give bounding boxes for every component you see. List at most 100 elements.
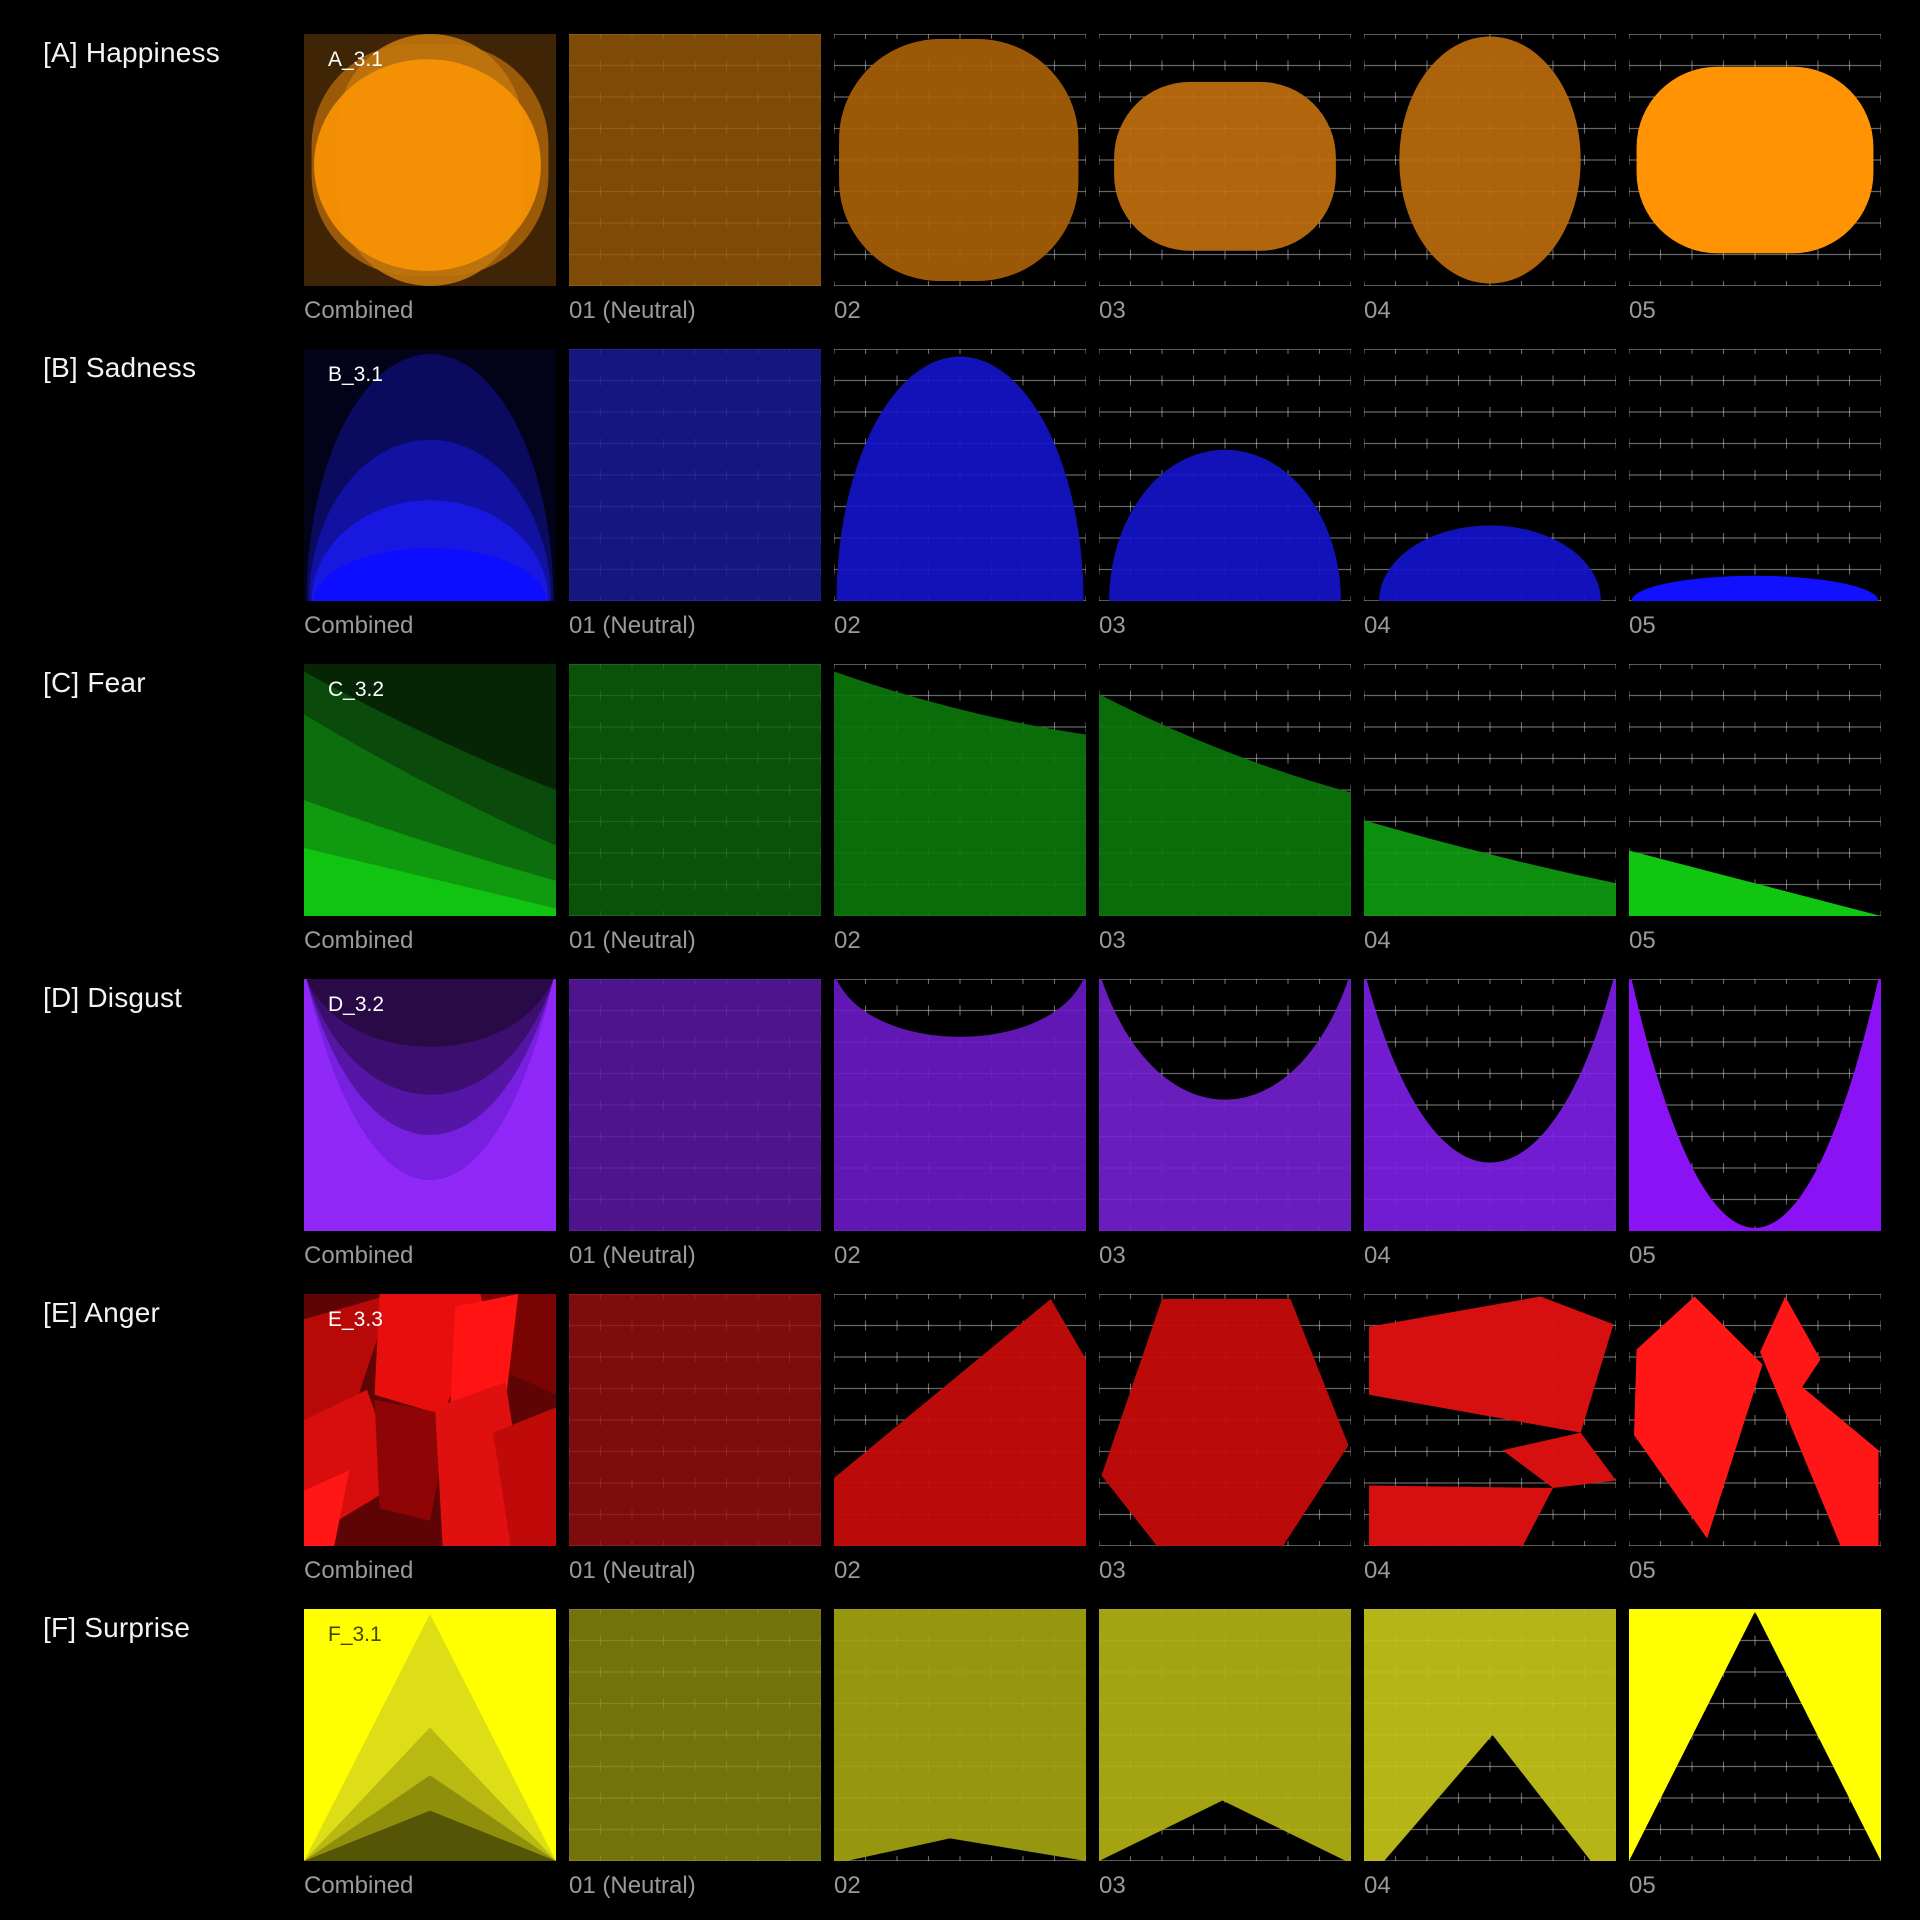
plot-svg [1629, 979, 1881, 1231]
column-caption: 03 [1099, 297, 1126, 324]
column-caption: Combined [304, 927, 414, 954]
plot-svg [569, 1609, 821, 1861]
column-caption: 02 [834, 1872, 861, 1899]
shape [1399, 36, 1581, 284]
column-caption: 04 [1364, 927, 1391, 954]
cell-c-04 [1364, 664, 1616, 916]
column-caption: Combined [304, 1872, 414, 1899]
plot-svg [569, 664, 821, 916]
plot-svg [1099, 979, 1351, 1231]
column-caption: 05 [1629, 297, 1656, 324]
shape [1629, 979, 1881, 1231]
plot-svg [569, 34, 821, 286]
plot-svg [1629, 34, 1881, 286]
cell-e-02 [834, 1294, 1086, 1546]
plot-svg [834, 1609, 1086, 1861]
variant-shape-layer [834, 979, 1086, 1231]
variant-shape-layer [1099, 694, 1351, 916]
cell-d-03 [1099, 979, 1351, 1231]
variant-shape-layer [834, 1609, 1086, 1861]
cell-e-03 [1099, 1294, 1351, 1546]
shape [314, 548, 546, 601]
shape [304, 847, 556, 916]
column-caption: 04 [1364, 612, 1391, 639]
shape [834, 1609, 1086, 1861]
cell-c-combined: C_3.2 [304, 664, 556, 916]
combined-shape-layer [304, 671, 556, 916]
variant-shape-layer [1399, 36, 1581, 284]
cell-b-combined: B_3.1 [304, 349, 556, 601]
plot-svg [1629, 1294, 1881, 1546]
cell-code-label: F_3.1 [328, 1623, 382, 1646]
plot-svg [834, 34, 1086, 286]
column-caption: 02 [834, 297, 861, 324]
variant-shape-layer [1109, 449, 1341, 601]
cell-f-04 [1364, 1609, 1616, 1861]
plot-svg [834, 1294, 1086, 1546]
shape [304, 1470, 350, 1546]
shape [1379, 525, 1601, 601]
column-caption: 05 [1629, 1242, 1656, 1269]
column-caption: 01 (Neutral) [569, 612, 696, 639]
cell-code-label: B_3.1 [328, 363, 383, 386]
plot-svg [1099, 349, 1351, 601]
shape [1760, 1351, 1879, 1546]
variant-shape-layer [1364, 820, 1616, 916]
shape [1634, 1296, 1763, 1539]
variant-shape-layer [834, 671, 1086, 916]
cell-e-04 [1364, 1294, 1616, 1546]
column-caption: 01 (Neutral) [569, 1557, 696, 1584]
column-caption: 01 (Neutral) [569, 297, 696, 324]
variant-shape-layer [1629, 979, 1881, 1231]
shape [834, 671, 1086, 916]
shape [374, 1399, 451, 1521]
variant-shape-layer [1369, 1296, 1616, 1546]
plot-grid [1364, 349, 1616, 601]
shape [1629, 1609, 1881, 1861]
column-caption: 02 [834, 1242, 861, 1269]
shape [569, 664, 821, 916]
cell-c-02 [834, 664, 1086, 916]
cell-c-03 [1099, 664, 1351, 916]
combined-shape-layer [304, 1294, 556, 1546]
plot-grid [1629, 349, 1881, 601]
cell-b-04 [1364, 349, 1616, 601]
shape [569, 349, 821, 601]
plot-svg [1099, 1609, 1351, 1861]
cell-e-05 [1629, 1294, 1881, 1546]
column-caption: 05 [1629, 927, 1656, 954]
row-label-a: [A] Happiness [43, 37, 220, 68]
shape [834, 979, 1086, 1231]
shape [836, 356, 1084, 601]
cell-f-05 [1629, 1609, 1881, 1861]
plot-svg [1099, 34, 1351, 286]
shape [1502, 1432, 1616, 1489]
variant-shape-layer [1101, 1299, 1349, 1546]
plot-svg [834, 349, 1086, 601]
cell-b-05 [1629, 349, 1881, 601]
plot-svg [834, 979, 1086, 1231]
shape [569, 34, 821, 286]
cell-a-03 [1099, 34, 1351, 286]
variant-shape-layer [1636, 66, 1874, 254]
plot-svg [1364, 979, 1616, 1231]
column-caption: 01 (Neutral) [569, 1242, 696, 1269]
cell-d-04 [1364, 979, 1616, 1231]
shape [314, 59, 541, 271]
shape [839, 39, 1079, 281]
plot-svg [1364, 1609, 1616, 1861]
cell-f-neutral [569, 1609, 821, 1861]
variant-shape-layer [834, 1299, 1086, 1546]
variant-shape-layer [1114, 81, 1336, 251]
column-caption: 02 [834, 612, 861, 639]
combined-shape-layer [306, 979, 554, 1181]
cell-a-05 [1629, 34, 1881, 286]
column-caption: 03 [1099, 1557, 1126, 1584]
plot-svg [304, 349, 556, 601]
cell-a-combined: A_3.1 [304, 34, 556, 286]
cell-b-02 [834, 349, 1086, 601]
shape [569, 1609, 821, 1861]
column-caption: 05 [1629, 612, 1656, 639]
shape [1364, 979, 1616, 1231]
